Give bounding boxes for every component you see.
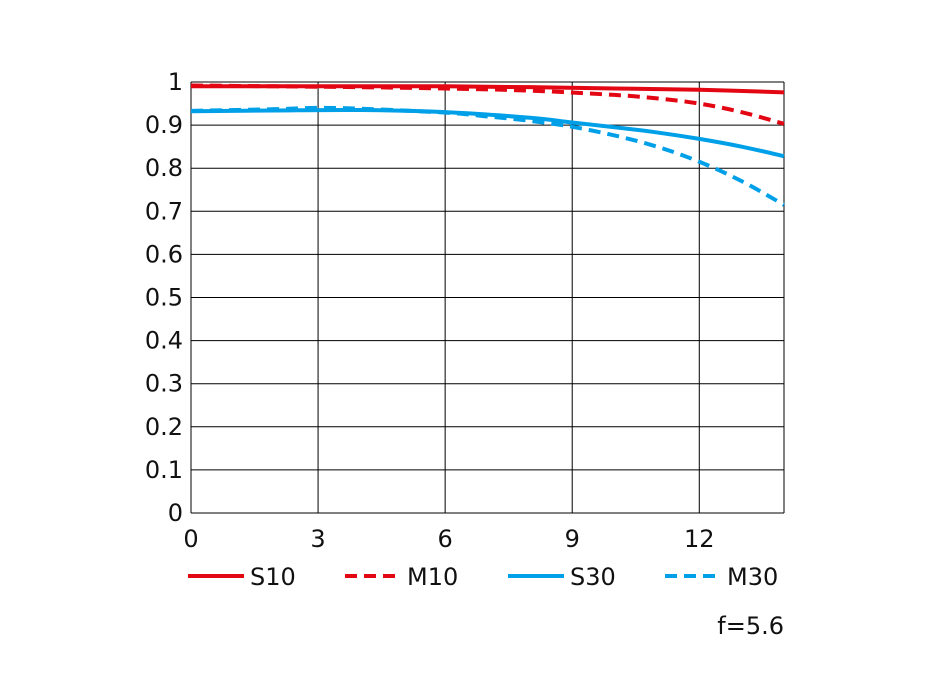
x-tick-label: 9 — [565, 525, 580, 553]
series-line-m30 — [190, 105, 785, 207]
y-tick-label: 0.9 — [145, 111, 183, 139]
aperture-annotation: f=5.6 — [717, 612, 784, 640]
x-tick-label: 3 — [310, 525, 325, 553]
y-tick-label: 0.1 — [145, 456, 183, 484]
series-line-m10 — [190, 83, 785, 126]
legend-label-m10: M10 — [407, 563, 458, 591]
x-tick-label: 12 — [684, 525, 715, 553]
legend-label-s10: S10 — [250, 563, 296, 591]
y-tick-label: 1 — [168, 68, 183, 96]
tick-labels: 0 0.1 0.2 0.3 0.4 0.5 0.6 0.7 0.8 0.9 1 0 3 6 9 12 — [145, 68, 715, 553]
x-tick-label: 0 — [183, 525, 198, 553]
y-tick-label: 0.3 — [145, 370, 183, 398]
y-tick-label: 0.5 — [145, 284, 183, 312]
series-line-s10 — [191, 84, 785, 95]
y-tick-label: 0.2 — [145, 413, 183, 441]
grid — [190, 81, 785, 514]
series-lines — [190, 83, 785, 207]
series-line-s30 — [190, 107, 785, 159]
y-tick-label: 0.8 — [145, 154, 183, 182]
legend: S10 M10 S30 M30 — [188, 563, 778, 591]
legend-label-m30: M30 — [727, 563, 778, 591]
legend-label-s30: S30 — [570, 563, 616, 591]
y-tick-label: 0 — [168, 499, 183, 527]
y-tick-label: 0.7 — [145, 197, 183, 225]
y-tick-label: 0.4 — [145, 327, 183, 355]
x-tick-label: 6 — [438, 525, 453, 553]
y-tick-label: 0.6 — [145, 240, 183, 268]
